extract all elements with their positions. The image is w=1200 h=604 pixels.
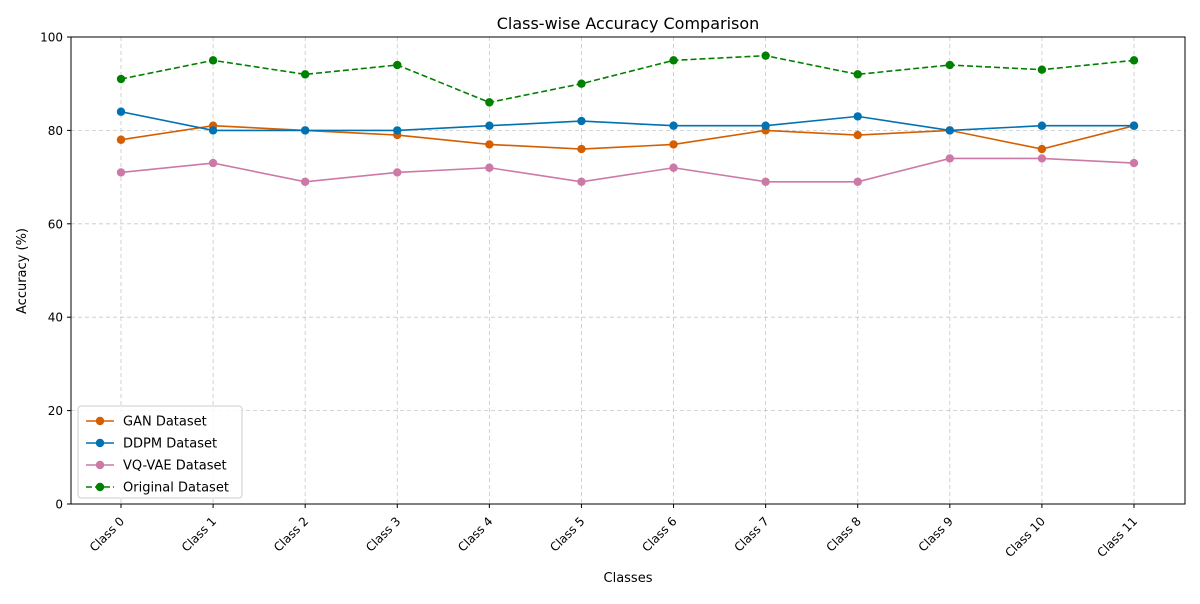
legend-marker: [95, 460, 105, 470]
legend-label: GAN Dataset: [123, 415, 207, 430]
data-point-vq-vae-dataset: [945, 154, 955, 163]
series-lines: [116, 51, 1139, 186]
data-point-vq-vae-dataset: [393, 168, 402, 177]
data-point-original-dataset: [669, 56, 678, 65]
plot-frame: [70, 36, 1186, 505]
data-point-original-dataset: [945, 60, 955, 70]
data-point-gan-dataset: [669, 140, 678, 149]
data-point-ddpm-dataset: [208, 126, 218, 135]
data-point-original-dataset: [208, 56, 218, 65]
y-tick-label: 80: [48, 124, 63, 138]
series-line-original-dataset: [120, 54, 1135, 104]
data-point-original-dataset: [1129, 56, 1139, 65]
data-point-vq-vae-dataset: [761, 177, 770, 186]
data-point-vq-vae-dataset: [116, 168, 126, 177]
data-point-gan-dataset: [116, 135, 126, 144]
legend: GAN Dataset DDPM Dataset VQ-VAE Dataset Ori…: [77, 405, 243, 499]
data-point-vq-vae-dataset: [1129, 158, 1139, 168]
y-axis-label: Accuracy (%): [15, 228, 30, 314]
y-tick-label: 40: [48, 311, 63, 325]
data-point-ddpm-dataset: [577, 116, 586, 126]
series-line-ddpm-dataset: [120, 110, 1134, 132]
data-point-vq-vae-dataset: [208, 158, 218, 168]
data-point-ddpm-dataset: [485, 121, 494, 130]
data-point-original-dataset: [300, 70, 310, 79]
data-point-original-dataset: [761, 51, 770, 60]
data-point-ddpm-dataset: [116, 107, 126, 116]
legend-label: DDPM Dataset: [123, 437, 217, 452]
data-point-gan-dataset: [853, 130, 862, 140]
y-tick-label: 20: [48, 404, 63, 418]
data-point-vq-vae-dataset: [577, 177, 586, 186]
data-point-gan-dataset: [485, 140, 494, 149]
data-point-original-dataset: [1037, 65, 1047, 74]
data-point-ddpm-dataset: [1129, 121, 1139, 130]
legend-label: Original Dataset: [123, 481, 229, 496]
chart-title: Class-wise Accuracy Comparison: [497, 14, 760, 33]
legend-marker: [95, 482, 105, 492]
legend-marker: [95, 438, 105, 448]
data-point-gan-dataset: [1037, 144, 1047, 154]
data-point-vq-vae-dataset: [300, 177, 310, 186]
data-point-vq-vae-dataset: [1037, 154, 1047, 163]
x-axis-label: Classes: [604, 571, 653, 586]
data-point-original-dataset: [393, 60, 402, 70]
data-point-ddpm-dataset: [853, 112, 862, 121]
data-point-gan-dataset: [577, 144, 586, 154]
data-point-vq-vae-dataset: [485, 163, 494, 172]
data-point-ddpm-dataset: [945, 126, 955, 135]
data-point-ddpm-dataset: [393, 126, 402, 135]
data-point-original-dataset: [577, 79, 586, 88]
data-point-ddpm-dataset: [1037, 121, 1047, 130]
data-point-original-dataset: [485, 98, 494, 107]
data-point-ddpm-dataset: [669, 121, 678, 130]
legend-label: VQ-VAE Dataset: [123, 459, 227, 474]
legend-box: [77, 405, 243, 499]
legend-marker: [95, 416, 105, 426]
data-point-vq-vae-dataset: [853, 177, 862, 186]
data-point-original-dataset: [853, 70, 862, 79]
series-line-vq-vae-dataset: [120, 157, 1135, 183]
y-tick-label: 60: [48, 217, 63, 231]
data-point-vq-vae-dataset: [669, 163, 678, 172]
data-point-ddpm-dataset: [300, 126, 310, 135]
data-point-ddpm-dataset: [761, 121, 770, 130]
y-tick-label: 100: [40, 31, 63, 45]
y-tick-label: 0: [55, 498, 63, 512]
data-point-original-dataset: [116, 74, 126, 84]
